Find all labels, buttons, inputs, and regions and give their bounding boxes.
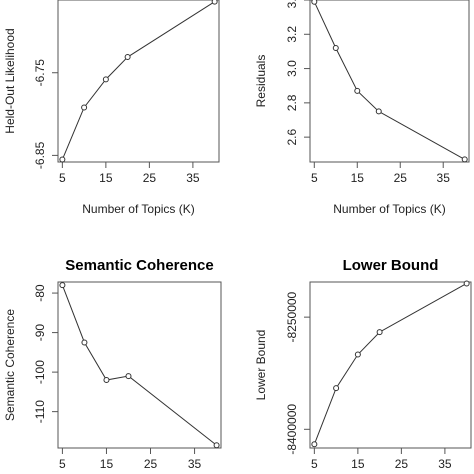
residuals-y-axis-label: Residuals — [254, 55, 268, 108]
residuals-x-axis-label: Number of Topics (K) — [333, 202, 445, 216]
semantic-coherence-x-tick-label: 25 — [144, 457, 158, 471]
residuals-plot-frame — [309, 0, 470, 163]
lower-bound-panel: 5 15 25 35 -8250000 -8400000 Lower Bound Lower … — [254, 257, 472, 471]
held-out-likelihood-x-tick-label: 35 — [186, 171, 200, 185]
lower-bound-data-point — [333, 385, 340, 392]
held-out-likelihood-x-tick-label: 5 — [59, 171, 66, 185]
semantic-coherence-y-tick-label: -90 — [33, 324, 47, 342]
semantic-coherence-y-tick-label: -110 — [33, 400, 47, 423]
semantic-coherence-x-tick-label: 5 — [59, 457, 66, 471]
residuals-x-tick-label: 35 — [437, 171, 451, 185]
held-out-likelihood-x-tick-label: 15 — [99, 171, 113, 185]
residuals-data-point — [332, 45, 339, 51]
semantic-coherence-x-tick-label: 35 — [188, 457, 202, 471]
lower-bound-y-tick-label: -8400000 — [285, 404, 299, 455]
residuals-x-tick-label: 15 — [351, 171, 365, 185]
lower-bound-x-tick-label: 15 — [351, 457, 365, 471]
residuals-data-point — [311, 0, 318, 5]
semantic-coherence-plot-frame — [57, 281, 222, 449]
lower-bound-y-axis-label: Lower Bound — [254, 330, 268, 401]
residuals-y-tick-label: 3.2 — [285, 26, 299, 43]
held-out-likelihood-plot-frame — [57, 0, 220, 163]
lower-bound-plot-frame — [309, 281, 472, 449]
semantic-coherence-data-point — [125, 373, 132, 380]
semantic-coherence-panel: 5 15 25 35 -80 -90 -100 -110 Semantic Coherence S… — [3, 257, 222, 471]
semantic-coherence-y-axis-label: Semantic Coherence — [3, 309, 17, 421]
residuals-data-point — [375, 108, 382, 115]
held-out-likelihood-data-point — [124, 54, 131, 61]
lower-bound-x-tick-label: 5 — [311, 457, 318, 471]
lower-bound-y-tick-label: -8250000 — [285, 291, 299, 342]
semantic-coherence-data-point — [213, 442, 220, 449]
held-out-likelihood-panel: 5 15 25 35 -6.75 -6.85 Held-Out Likelihood Numb… — [3, 0, 220, 216]
held-out-likelihood-data-point — [59, 156, 66, 163]
held-out-likelihood-y-tick-label: -6.75 — [33, 59, 47, 87]
residuals-y-tick-label: 2.8 — [285, 94, 299, 111]
semantic-coherence-y-tick-label: -80 — [33, 284, 47, 302]
semantic-coherence-title: Semantic Coherence — [65, 257, 213, 274]
lower-bound-data-point — [463, 280, 470, 287]
semantic-coherence-y-tick-label: -100 — [33, 360, 47, 384]
held-out-likelihood-data-point — [81, 104, 88, 111]
held-out-likelihood-y-tick-label: -6.85 — [33, 141, 47, 169]
residuals-series-line — [313, 1, 465, 160]
held-out-likelihood-data-point — [102, 76, 109, 83]
residuals-y-tick-label: 3.0 — [285, 60, 299, 77]
lower-bound-data-point — [376, 329, 383, 336]
held-out-likelihood-x-tick-label: 25 — [143, 171, 157, 185]
residuals-y-tick-label: 2.6 — [285, 128, 299, 145]
lower-bound-data-point — [354, 351, 361, 358]
residuals-x-tick-label: 25 — [394, 171, 408, 185]
semantic-coherence-x-tick-label: 15 — [100, 457, 114, 471]
semantic-coherence-data-point — [103, 377, 110, 384]
residuals-panel: 5 15 25 35 2.6 2.8 3.0 3.2 3.4 Residuals Number of… — [254, 0, 470, 216]
residuals-y-tick-label: 3.4 — [285, 0, 299, 8]
residuals-x-tick-label: 5 — [311, 171, 318, 185]
held-out-likelihood-data-point — [211, 0, 218, 5]
semantic-coherence-data-point — [81, 339, 88, 346]
semantic-coherence-data-point — [59, 282, 66, 289]
lower-bound-series-line — [313, 283, 467, 445]
lower-bound-data-point — [311, 441, 318, 448]
semantic-coherence-series-line — [61, 284, 217, 446]
held-out-likelihood-series-line — [61, 1, 215, 160]
held-out-likelihood-y-axis-label: Held-Out Likelihood — [3, 28, 17, 133]
lower-bound-title: Lower Bound — [343, 257, 439, 274]
lower-bound-x-tick-label: 35 — [438, 457, 452, 471]
residuals-data-point — [354, 87, 361, 94]
residuals-data-point — [461, 156, 468, 163]
held-out-likelihood-x-axis-label: Number of Topics (K) — [82, 202, 194, 216]
lower-bound-x-tick-label: 25 — [395, 457, 409, 471]
